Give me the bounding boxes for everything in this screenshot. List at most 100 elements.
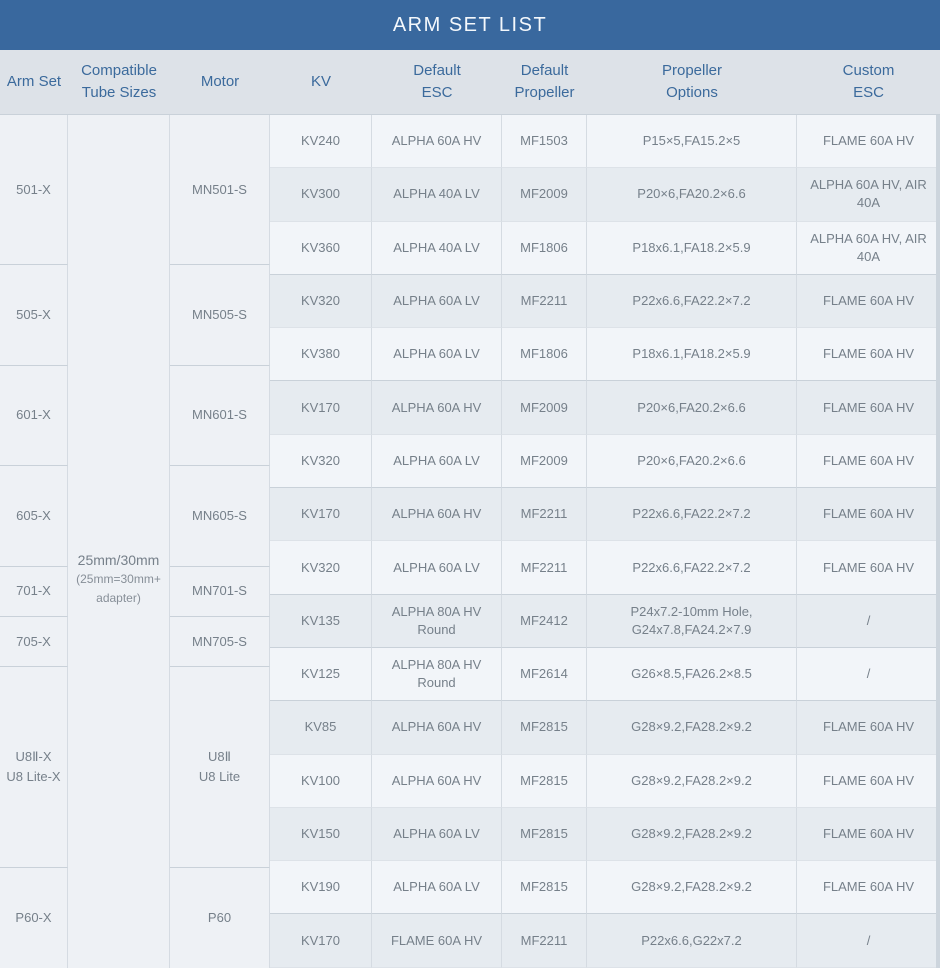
custom-esc-cell: FLAME 60A HV [797,488,940,542]
table-row: KV85 ALPHA 60A HV MF2815 G28×9.2,FA28.2×… [270,701,940,755]
arm-set-cell: 605-X [0,466,68,567]
custom-esc-cell: FLAME 60A HV [797,435,940,489]
column-header-propeller-options: Propeller Options [661,62,723,101]
default-propeller-cell: MF2009 [502,168,587,222]
custom-esc-cell: FLAME 60A HV [797,381,940,435]
custom-esc-cell: FLAME 60A HV [797,541,940,595]
propeller-options-cell: P20×6,FA20.2×6.6 [587,434,797,489]
kv-cell: KV135 [270,594,372,648]
arm-set-cell: 601-X [0,365,68,467]
table-row: KV125 ALPHA 80A HV Round MF2614 G26×8.5,… [270,647,940,702]
motor-cell: U8Ⅱ U8 Lite [170,667,270,868]
default-esc-cell: ALPHA 60A HV [372,488,502,542]
kv-cell: KV320 [270,274,372,329]
default-esc-cell: ALPHA 60A LV [372,328,502,382]
propeller-options-cell: G28×9.2,FA28.2×9.2 [587,701,797,755]
right-edge-strip [936,115,940,968]
table-row: KV360 ALPHA 40A LV MF1806 P18x6.1,FA18.2… [270,221,940,275]
arm-set-column: 501-X 505-X 601-X 605-X 701-X 705-X U8Ⅱ-… [0,115,68,968]
propeller-options-cell: P15×5,FA15.2×5 [587,115,797,169]
default-propeller-cell: MF2211 [502,274,587,329]
kv-cell: KV150 [270,807,372,862]
custom-esc-cell: / [797,648,940,702]
column-header-tube-sizes: Compatible Tube Sizes [81,62,157,101]
default-propeller-cell: MF2614 [502,647,587,702]
column-header-default-propeller: Default Propeller [514,62,575,101]
motor-cell: MN601-S [170,365,270,467]
table-row: KV135 ALPHA 80A HV Round MF2412 P24x7.2-… [270,594,940,648]
table-row: KV170 ALPHA 60A HV MF2211 P22x6.6,FA22.2… [270,488,940,542]
motor-cell: P60 [170,867,270,968]
custom-esc-cell: FLAME 60A HV [797,115,940,169]
arm-set-cell: 501-X [0,115,68,266]
data-rows: KV240 ALPHA 60A HV MF1503 P15×5,FA15.2×5… [270,115,940,968]
arm-set-cell: 705-X [0,616,68,668]
kv-cell: KV360 [270,221,372,275]
propeller-options-cell: P22x6.6,FA22.2×7.2 [587,541,797,595]
propeller-options-cell: G28×9.2,FA28.2×9.2 [587,754,797,808]
propeller-options-cell: P22x6.6,FA22.2×7.2 [587,274,797,329]
default-esc-cell: ALPHA 40A LV [372,221,502,275]
default-propeller-cell: MF2211 [502,914,587,968]
table-row: KV320 ALPHA 60A LV MF2009 P20×6,FA20.2×6… [270,434,940,489]
table-row: KV100 ALPHA 60A HV MF2815 G28×9.2,FA28.2… [270,754,940,808]
column-header-custom-esc: Custom ESC [842,62,895,101]
kv-cell: KV125 [270,647,372,702]
motor-cell: MN505-S [170,265,270,366]
default-propeller-cell: MF2211 [502,541,587,595]
default-esc-cell: FLAME 60A HV [372,914,502,968]
default-propeller-cell: MF1806 [502,328,587,382]
tube-size-note: (25mm=30mm+ adapter) [76,572,161,605]
default-propeller-cell: MF2815 [502,807,587,862]
default-esc-cell: ALPHA 60A LV [372,807,502,862]
default-propeller-cell: MF2211 [502,488,587,542]
kv-cell: KV300 [270,168,372,222]
arm-set-cell: U8Ⅱ-X U8 Lite-X [0,667,68,868]
column-header-arm-set: Arm Set [6,73,62,90]
default-propeller-cell: MF2815 [502,754,587,808]
custom-esc-cell: FLAME 60A HV [797,275,940,329]
table-body: 501-X 505-X 601-X 605-X 701-X 705-X U8Ⅱ-… [0,115,940,968]
motor-column: MN501-S MN505-S MN601-S MN605-S MN701-S … [170,115,270,968]
table-row: KV170 ALPHA 60A HV MF2009 P20×6,FA20.2×6… [270,381,940,435]
kv-cell: KV320 [270,434,372,489]
table-row: KV300 ALPHA 40A LV MF2009 P20×6,FA20.2×6… [270,168,940,222]
default-propeller-cell: MF1806 [502,221,587,275]
tube-sizes-cell: 25mm/30mm (25mm=30mm+ adapter) [68,115,170,968]
default-propeller-cell: MF2412 [502,594,587,648]
column-header-kv: KV [310,73,331,90]
table-row: KV320 ALPHA 60A LV MF2211 P22x6.6,FA22.2… [270,274,940,329]
default-esc-cell: ALPHA 60A HV [372,701,502,755]
table-row: KV320 ALPHA 60A LV MF2211 P22x6.6,FA22.2… [270,541,940,595]
tube-size-value: 25mm/30mm [77,552,160,568]
kv-cell: KV170 [270,381,372,435]
custom-esc-cell: / [797,914,940,968]
default-esc-cell: ALPHA 60A LV [372,274,502,329]
column-header-motor: Motor [200,73,240,90]
arm-set-cell: 701-X [0,566,68,617]
arm-set-cell: 505-X [0,265,68,366]
kv-cell: KV85 [270,701,372,755]
propeller-options-cell: P24x7.2-10mm Hole, G24x7.8,FA24.2×7.9 [587,594,797,648]
kv-cell: KV380 [270,328,372,382]
custom-esc-cell: FLAME 60A HV [797,808,940,862]
table-row: KV190 ALPHA 60A LV MF2815 G28×9.2,FA28.2… [270,861,940,915]
page-title: ARM SET LIST [392,13,548,36]
default-propeller-cell: MF1503 [502,115,587,169]
motor-cell: MN605-S [170,466,270,567]
propeller-options-cell: P20×6,FA20.2×6.6 [587,168,797,222]
custom-esc-cell: FLAME 60A HV [797,861,940,915]
table-row: KV380 ALPHA 60A LV MF1806 P18x6.1,FA18.2… [270,328,940,382]
kv-cell: KV100 [270,754,372,808]
table-row: KV150 ALPHA 60A LV MF2815 G28×9.2,FA28.2… [270,807,940,862]
propeller-options-cell: G28×9.2,FA28.2×9.2 [587,807,797,862]
kv-cell: KV170 [270,914,372,968]
default-propeller-cell: MF2815 [502,861,587,915]
default-esc-cell: ALPHA 60A HV [372,754,502,808]
table-row: KV240 ALPHA 60A HV MF1503 P15×5,FA15.2×5… [270,115,940,169]
default-esc-cell: ALPHA 60A LV [372,541,502,595]
default-propeller-cell: MF2815 [502,701,587,755]
kv-cell: KV320 [270,541,372,595]
default-esc-cell: ALPHA 80A HV Round [372,594,502,648]
table-title-bar: ARM SET LIST [0,0,940,50]
